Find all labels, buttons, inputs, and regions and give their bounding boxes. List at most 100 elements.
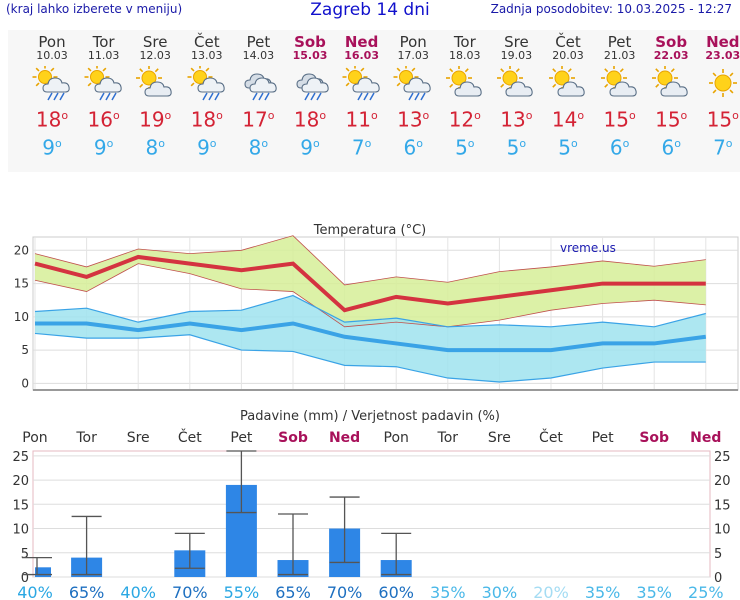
max-temp: 18o [293,107,327,132]
day-name: Tor [92,33,115,51]
max-temp: 15o [706,107,739,132]
max-temp: 19o [139,107,172,132]
temp-y-tick: 5 [21,343,29,357]
precip-y-tick-left: 10 [12,523,29,538]
degree-sign: o [164,109,172,122]
forecast-day: Ned 16.03 11o 7o [336,30,388,159]
forecast-day: Čet 20.03 14o 5o [542,30,594,159]
precip-y-tick-right: 15 [714,498,731,513]
precip-day-label: Pet [592,430,615,446]
day-date: 17.03 [397,49,429,62]
day-name: Čet [555,33,581,51]
cloud-rain-icon [296,73,329,101]
degree-sign: o [106,136,114,150]
degree-sign: o [525,109,533,122]
degree-sign: o [319,109,327,122]
sun-icon [708,69,737,97]
min-temp: 5o [455,135,475,160]
precip-probability: 65% [275,583,311,600]
degree-sign: o [725,136,733,150]
max-temp: 15o [603,107,636,132]
day-date: 15.03 [292,49,328,62]
min-temp: 9o [42,135,62,160]
day-date: 13.03 [191,49,223,62]
precip-day-label: Čet [539,428,563,446]
max-band-edge [34,263,706,328]
min-band-edge [34,294,706,328]
forecast-day: Sre 19.03 13o 5o [490,30,542,159]
degree-sign: o [209,136,217,150]
precip-chart-title: Padavine (mm) / Verjetnost padavin (%) [240,409,500,424]
day-date: 23.03 [705,49,740,62]
forecast-day: Pet 21.03 15o 6o [594,30,646,159]
degree-sign: o [474,109,481,122]
degree-sign: o [55,136,62,150]
precip-probability: 60% [378,583,414,600]
precip-day-label: Ned [690,430,721,446]
degree-sign: o [732,109,739,122]
day-date: 16.03 [344,49,379,62]
degree-sign: o [158,136,165,150]
day-name: Ned [344,33,379,51]
watermark: vreme.us [560,241,616,255]
max-temp: 14o [551,107,585,132]
sun-cloud-icon [652,66,688,97]
cloud-rain-icon [244,73,278,101]
precip-day-label: Sre [488,430,511,446]
precip-probability: 35% [585,583,621,600]
degree-sign: o [267,109,275,122]
max-temp: 16o [87,107,120,132]
day-name: Čet [194,33,220,51]
degree-sign: o [628,109,636,122]
day-name: Pon [38,33,66,51]
precip-day-label: Pon [22,430,47,446]
degree-sign: o [216,109,223,122]
forecast-day: Sre 12.03 19o 8o [129,30,181,159]
precip-probability: 20% [533,583,569,600]
max-temp: 13o [397,107,430,132]
day-name: Pet [607,33,632,51]
day-date: 12.03 [139,49,171,62]
max-temp: 13o [500,107,533,132]
day-name: Pet [246,33,271,51]
precip-probability: 30% [482,583,518,600]
precip-bar [35,567,51,577]
temp-y-tick: 0 [21,376,29,390]
min-temp-line [35,321,707,353]
forecast-day: Tor 11.03 16o 9o [78,30,130,159]
sun-cloud-rain-icon [342,66,380,101]
max-temp-line [34,254,706,313]
min-temp: 9o [93,135,114,160]
day-date: 20.03 [552,49,584,62]
forecast-day: Ned 23.03 15o 7o [697,30,740,159]
temp-chart-title: Temperatura (°C) [313,223,426,238]
temp-y-tick: 15 [14,277,29,291]
degree-sign: o [313,136,320,150]
degree-sign: o [261,136,269,150]
min-temp: 5o [558,135,578,160]
min-temp: 8o [248,135,269,160]
precip-day-label: Tor [437,430,459,446]
degree-sign: o [680,109,688,122]
forecast-day: Sob 15.03 18o 9o [284,30,336,159]
degree-sign: o [577,109,585,122]
sun-cloud-icon [497,66,534,97]
degree-sign: o [519,136,527,150]
precip-y-tick-right: 20 [714,474,731,489]
forecast-strip: Pon 10.03 18o 9o Tor 11.03 16o 9o Sre 12.03 19o 8o Č… [8,30,740,172]
min-temp: 9o [197,135,217,160]
location-hint: (kraj lahko izberete v meniju) [6,2,183,16]
day-name: Ned [706,33,740,51]
day-name: Pon [399,33,427,51]
sun-cloud-icon [600,66,637,97]
precip-probability: 35% [430,583,466,600]
precip-day-label: Sre [127,430,150,446]
sun-cloud-rain-icon [187,66,225,101]
min-band-edge [34,332,706,383]
forecast-day: Tor 18.03 12o 5o [439,30,491,159]
max-temp: 18o [190,107,223,132]
day-date: 10.03 [36,49,68,62]
degree-sign: o [422,109,430,122]
precip-day-label: Čet [178,428,202,446]
day-name: Sob [294,33,326,51]
